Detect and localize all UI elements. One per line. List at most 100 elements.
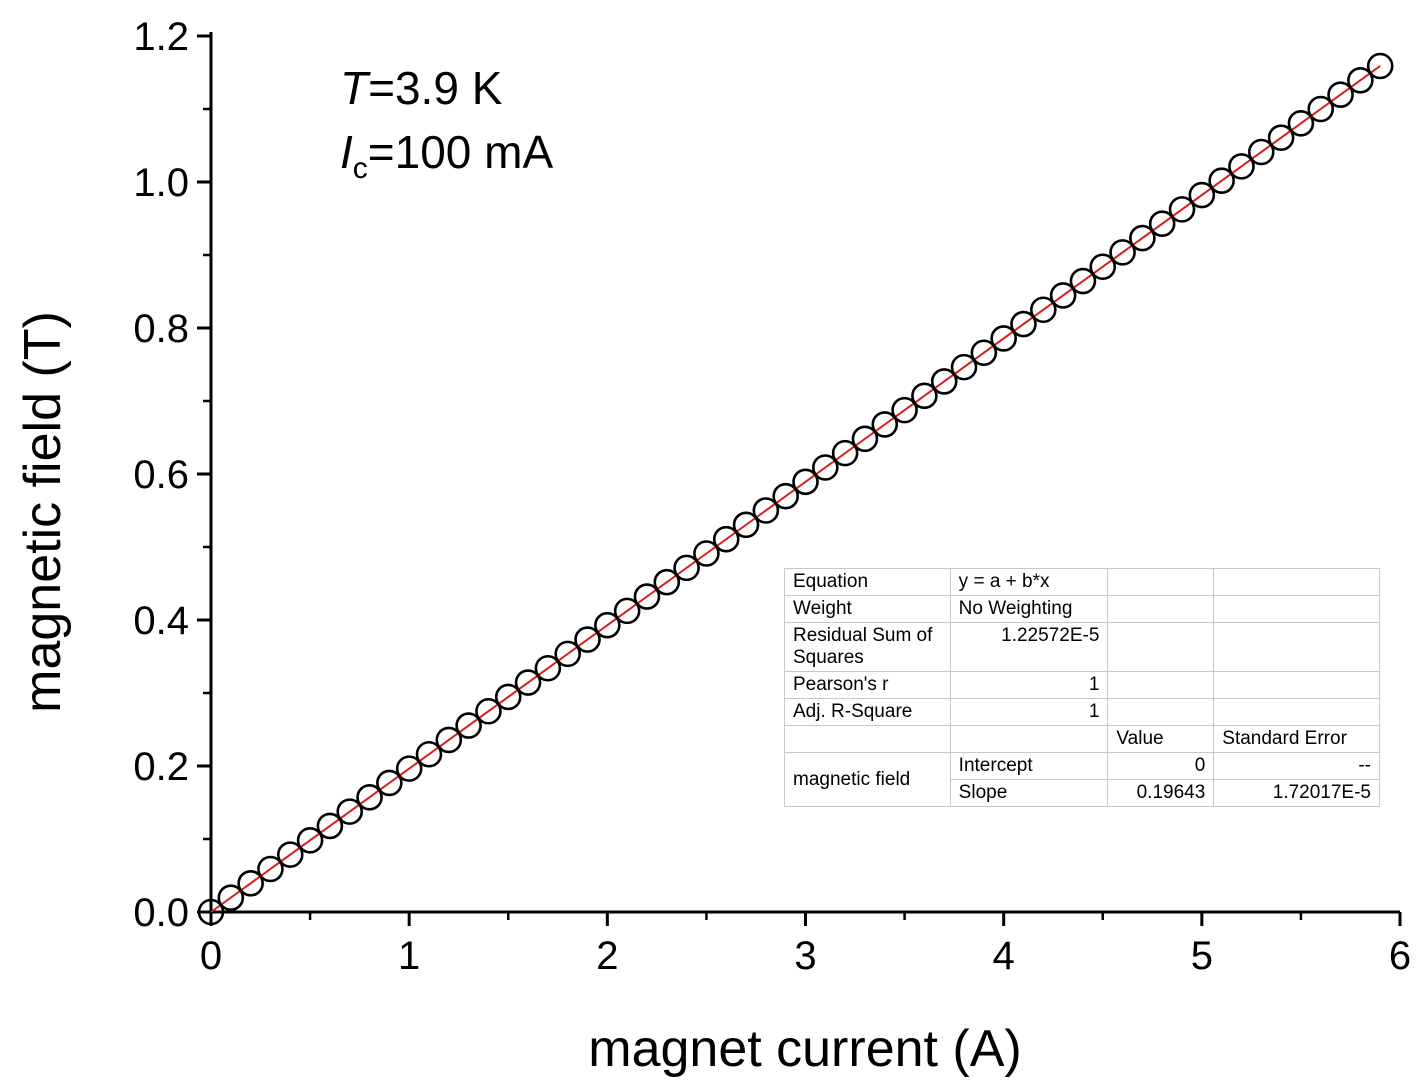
y-tick-label: 0.2 — [133, 745, 189, 789]
fit-table-row: Residual Sum of Squares 1.22572E-5 — [784, 622, 1380, 672]
fit-table-cell: 1.22572E-5 — [949, 622, 1109, 672]
data-point — [356, 784, 383, 811]
data-point — [514, 669, 542, 696]
data-point — [1208, 167, 1235, 194]
data-point — [812, 454, 839, 481]
fit-table-cell: Adj. R-Square — [784, 698, 951, 726]
data-point — [871, 411, 899, 438]
data-point — [673, 554, 700, 582]
data-point — [316, 812, 344, 840]
fit-table-cell — [1213, 698, 1380, 726]
x-tick-label: 0 — [200, 934, 222, 978]
data-point — [970, 339, 998, 367]
data-point — [693, 540, 720, 567]
y-tick-label: 1.0 — [133, 161, 189, 205]
x-tick-label: 5 — [1191, 934, 1213, 978]
data-point — [554, 640, 582, 668]
data-point — [1188, 181, 1216, 209]
data-point — [1247, 138, 1275, 166]
fit-table-row: Adj. R-Square 1 — [784, 698, 1380, 726]
fit-table-cell: 1 — [949, 671, 1109, 699]
fit-table-cell: Residual Sum of Squares — [784, 622, 951, 672]
fit-table-cell: Pearson's r — [784, 671, 951, 699]
data-points — [197, 52, 1394, 926]
data-point — [415, 740, 443, 768]
data-point — [395, 755, 423, 782]
fit-table-cell: 0.19643 — [1107, 779, 1215, 807]
data-point — [851, 425, 879, 453]
fit-table-cell: Slope — [949, 779, 1109, 807]
x-tick-label: 3 — [794, 934, 816, 978]
data-point — [217, 884, 245, 911]
fit-table-cell — [1213, 595, 1380, 623]
data-point — [1030, 296, 1057, 324]
fit-table-cell — [1213, 622, 1380, 672]
y-tick-label: 0.6 — [133, 453, 189, 497]
data-point — [752, 497, 780, 524]
data-point — [534, 654, 562, 682]
data-point — [613, 597, 641, 625]
data-point — [296, 827, 324, 854]
fit-table-cell: Intercept — [949, 752, 1109, 780]
data-point — [1327, 81, 1354, 108]
fit-table-cell — [1213, 568, 1380, 596]
data-point — [494, 683, 522, 711]
current-annotation: Ic=100 mA — [340, 126, 554, 185]
data-point — [1228, 153, 1255, 180]
y-tick-label: 0.0 — [133, 891, 189, 935]
data-point — [1267, 124, 1295, 151]
fit-table-cell: y = a + b*x — [949, 568, 1109, 596]
data-point — [276, 841, 304, 868]
data-point — [950, 353, 978, 381]
axes: 0 1 2 3 4 5 6 0.0 0.2 0.4 0.6 0.8 1.0 1.2 — [133, 15, 1411, 978]
fit-table-cell: 0 — [1107, 752, 1215, 780]
data-point — [930, 368, 958, 395]
y-tick-label: 1.2 — [133, 15, 189, 59]
data-point — [792, 468, 819, 496]
fit-table-cell: 1.72017E-5 — [1213, 779, 1380, 807]
data-point — [1287, 110, 1315, 137]
data-point — [1049, 282, 1077, 309]
fit-table-cell: Equation — [784, 568, 951, 596]
data-point — [435, 726, 463, 754]
fit-results-table: Equation y = a + b*x Weight No Weighting Res… — [784, 568, 1380, 807]
fit-table-row: Value Standard Error — [784, 725, 1380, 753]
data-point — [455, 712, 482, 739]
fit-table-cell — [1107, 698, 1215, 726]
data-point — [1109, 239, 1136, 266]
data-point — [1366, 52, 1394, 80]
data-point — [990, 325, 1017, 352]
data-point — [475, 697, 502, 725]
x-tick-label: 6 — [1389, 934, 1411, 978]
fit-table-cell: Standard Error — [1213, 725, 1380, 753]
y-tick-label: 0.4 — [133, 599, 189, 643]
annotation: T=3.9 K Ic=100 mA — [340, 56, 553, 201]
data-point — [237, 870, 264, 897]
fit-table-group-label: magnetic field — [784, 752, 951, 807]
data-point — [633, 583, 661, 610]
fit-table-cell — [1107, 568, 1215, 596]
fit-table-cell: Value — [1107, 725, 1215, 753]
data-point — [594, 611, 621, 639]
data-point — [1148, 210, 1176, 237]
data-point — [732, 511, 760, 539]
data-point — [197, 898, 225, 926]
data-point — [336, 798, 364, 825]
data-point — [1089, 253, 1117, 281]
x-tick-label: 1 — [398, 934, 420, 978]
fit-table-cell: -- — [1213, 752, 1380, 780]
y-axis-label: magnetic field (T) — [14, 311, 72, 713]
fit-table-row: Equation y = a + b*x — [784, 568, 1380, 596]
fit-table-cell — [1107, 671, 1215, 699]
data-point — [574, 626, 601, 653]
fit-table-cell — [1213, 671, 1380, 699]
y-tick-label: 0.8 — [133, 307, 189, 351]
fit-table-cell: 1 — [949, 698, 1109, 726]
temperature-annotation: T=3.9 K — [340, 62, 503, 114]
data-point — [891, 396, 918, 424]
data-point — [1168, 196, 1196, 223]
x-tick-label: 4 — [993, 934, 1015, 978]
fit-table-row: magnetic field Intercept 0 -- — [784, 752, 1380, 807]
